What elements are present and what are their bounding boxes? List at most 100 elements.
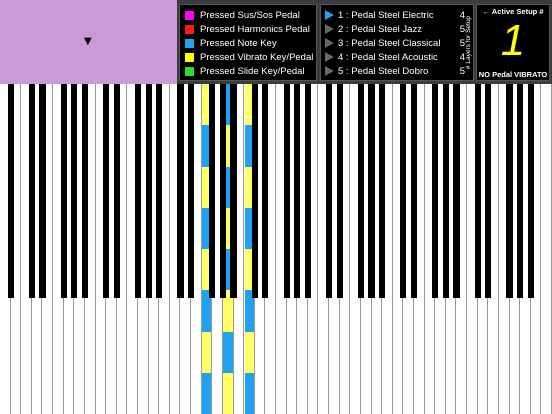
black-key[interactable] [400, 84, 407, 298]
black-key[interactable] [39, 84, 46, 298]
white-key-B[interactable] [10, 84, 22, 414]
setup-layer-count: 4 [459, 9, 465, 21]
pressed-key-highlight [244, 166, 254, 208]
black-key[interactable] [187, 84, 195, 298]
active-setup-number: 1 [501, 16, 525, 65]
black-key[interactable] [209, 84, 216, 298]
setup-selector-dropdown[interactable]: ▼ [0, 0, 177, 84]
pressed-key-highlight [244, 372, 254, 414]
black-key[interactable] [156, 84, 163, 298]
pressed-key-highlight [202, 249, 212, 291]
white-key-B[interactable] [84, 84, 96, 414]
white-key-E[interactable] [414, 84, 425, 414]
color-legend: Pressed Sus/Sos Pedal Pressed Harmonics … [179, 4, 317, 81]
pressed-key-highlight [223, 166, 233, 208]
setup-label: 1 : Pedal Steel Electric [338, 9, 434, 21]
white-key-B[interactable] [382, 84, 393, 414]
black-key[interactable] [442, 84, 449, 298]
black-key[interactable] [294, 84, 301, 298]
black-key[interactable] [113, 84, 120, 298]
white-key-B[interactable] [530, 84, 542, 414]
pressed-key-highlight [223, 125, 233, 167]
setup-label: 2 : Pedal Steel Jazz [338, 23, 422, 35]
white-key-E[interactable] [488, 84, 499, 414]
pressed-key-highlight [223, 290, 233, 332]
legend-swatch [185, 66, 194, 76]
pressed-key-highlight [244, 331, 254, 373]
black-key[interactable] [368, 84, 375, 298]
black-key[interactable] [410, 84, 418, 298]
legend-label: Pressed Sus/Sos Pedal [200, 9, 300, 21]
black-key[interactable] [230, 84, 237, 298]
black-key[interactable] [527, 84, 534, 298]
white-key-E[interactable] [191, 84, 202, 414]
white-key-B[interactable] [159, 84, 170, 414]
black-key[interactable] [336, 84, 343, 298]
legend-label: Pressed Note Key [200, 37, 277, 49]
pressed-key-highlight [244, 290, 254, 332]
legend-item-note-key: Pressed Note Key [185, 36, 277, 50]
black-key[interactable] [28, 84, 35, 298]
black-key[interactable] [379, 84, 386, 298]
pressed-key-highlight [202, 290, 212, 332]
pressed-key-highlight [244, 249, 254, 291]
black-key[interactable] [251, 84, 258, 298]
black-key[interactable] [262, 84, 269, 298]
setup-item-2[interactable]: 2 : Pedal Steel Jazz 5 [325, 22, 467, 36]
setup-item-3[interactable]: 3 : Pedal Steel Classical 5 [325, 36, 467, 50]
setup-item-5[interactable]: 5 : Pedal Steel Dobro 5 [325, 64, 467, 78]
black-key[interactable] [357, 84, 364, 298]
legend-label: Pressed Slide Key/Pedal [200, 65, 305, 77]
black-key[interactable] [7, 84, 14, 298]
vibrato-status: NO Pedal VIBRATO [478, 70, 548, 79]
white-key-E[interactable] [42, 84, 54, 414]
black-key[interactable] [219, 84, 226, 298]
white-key-E[interactable] [116, 84, 128, 414]
black-key[interactable] [506, 84, 513, 298]
active-setup-panel: ← Active Setup # 1 NO Pedal VIBRATO [476, 4, 550, 81]
black-key[interactable] [60, 84, 67, 298]
layers-for-setup-label: # Layers for Setup [464, 4, 474, 81]
legend-swatch [185, 38, 194, 48]
setup-item-1[interactable]: 1 : Pedal Steel Electric 4 [325, 8, 467, 22]
white-key-E[interactable] [265, 84, 276, 414]
black-key[interactable] [103, 84, 110, 298]
black-key[interactable] [177, 84, 184, 298]
play-icon [325, 66, 334, 76]
pressed-key-highlight [202, 372, 212, 414]
white-key-B[interactable] [456, 84, 468, 414]
white-key-B[interactable] [233, 84, 245, 414]
setup-item-4[interactable]: 4 : Pedal Steel Acoustic 4 [325, 50, 467, 64]
white-key-B[interactable] [307, 84, 319, 414]
black-key[interactable] [145, 84, 152, 298]
active-setup-title: ← Active Setup # [482, 7, 544, 16]
setup-label: 3 : Pedal Steel Classical [338, 37, 441, 49]
white-key-E[interactable] [339, 84, 351, 414]
black-key[interactable] [304, 84, 311, 298]
top-bar: ▼ Pressed Sus/Sos Pedal Pressed Harmonic… [0, 0, 552, 84]
legend-item-vibrato: Pressed Vibrato Key/Pedal [185, 50, 313, 64]
black-key[interactable] [485, 84, 492, 298]
setup-label: 5 : Pedal Steel Dobro [338, 65, 429, 77]
black-key[interactable] [325, 84, 333, 298]
play-icon [325, 10, 334, 20]
legend-item-sus-sos: Pressed Sus/Sos Pedal [185, 8, 300, 22]
black-key[interactable] [474, 84, 481, 298]
setup-label: 4 : Pedal Steel Acoustic [338, 51, 438, 63]
pressed-key-highlight [244, 207, 254, 249]
pressed-key-highlight [223, 84, 233, 126]
black-key[interactable] [71, 84, 78, 298]
black-key[interactable] [517, 84, 524, 298]
piano-keyboard[interactable] [0, 84, 552, 414]
black-key[interactable] [134, 84, 142, 298]
white-key-C[interactable] [541, 84, 552, 414]
pressed-key-highlight [244, 125, 254, 167]
setup-list: 1 : Pedal Steel Electric 4 2 : Pedal Ste… [320, 4, 474, 81]
triangle-down-icon[interactable]: ▼ [84, 36, 92, 47]
legend-swatch [185, 24, 194, 34]
legend-swatch [185, 52, 194, 62]
black-key[interactable] [432, 84, 439, 298]
black-key[interactable] [283, 84, 290, 298]
black-key[interactable] [81, 84, 88, 298]
black-key[interactable] [453, 84, 460, 298]
